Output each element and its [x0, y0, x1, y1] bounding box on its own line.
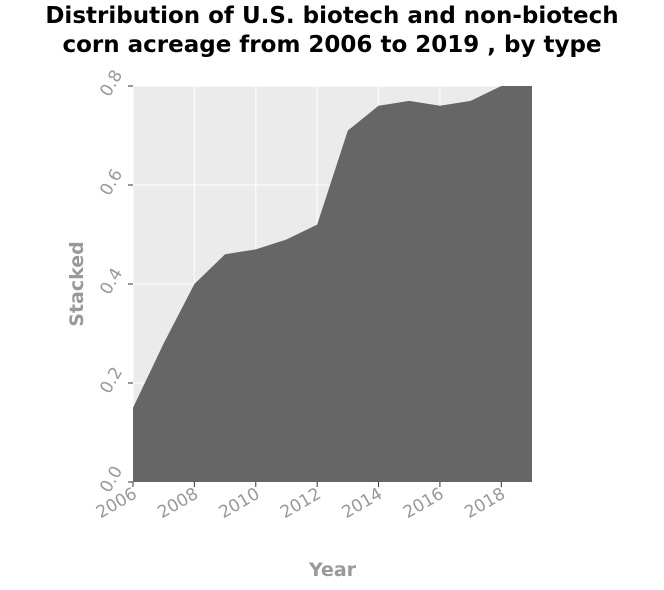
x-tick-label: 2016 [400, 484, 447, 523]
x-tick-label: 2012 [277, 484, 324, 523]
x-axis-label: Year [308, 559, 357, 581]
x-tick-label: 2014 [339, 484, 386, 523]
x-axis-ticks: 2006 2008 2010 2012 2014 2016 2018 [93, 482, 509, 523]
y-tick-label: 0.2 [96, 364, 127, 397]
chart-title-line-2: corn acreage from 2006 to 2019 , by type [62, 32, 602, 58]
y-axis-label: Stacked [66, 241, 88, 326]
chart-title-line-1: Distribution of U.S. biotech and non-bio… [45, 3, 619, 29]
y-axis-ticks: 0.00.20.40.60.8 [96, 67, 133, 496]
x-tick-label: 2008 [154, 484, 201, 523]
x-tick-label: 2018 [461, 484, 508, 523]
area-series [133, 86, 532, 482]
y-tick-label: 0.4 [96, 265, 127, 298]
chart-title: Distribution of U.S. biotech and non-bio… [0, 2, 664, 60]
x-tick-label: 2010 [216, 484, 263, 523]
y-tick-label: 0.8 [96, 67, 127, 100]
y-tick-label: 0.6 [96, 166, 127, 199]
